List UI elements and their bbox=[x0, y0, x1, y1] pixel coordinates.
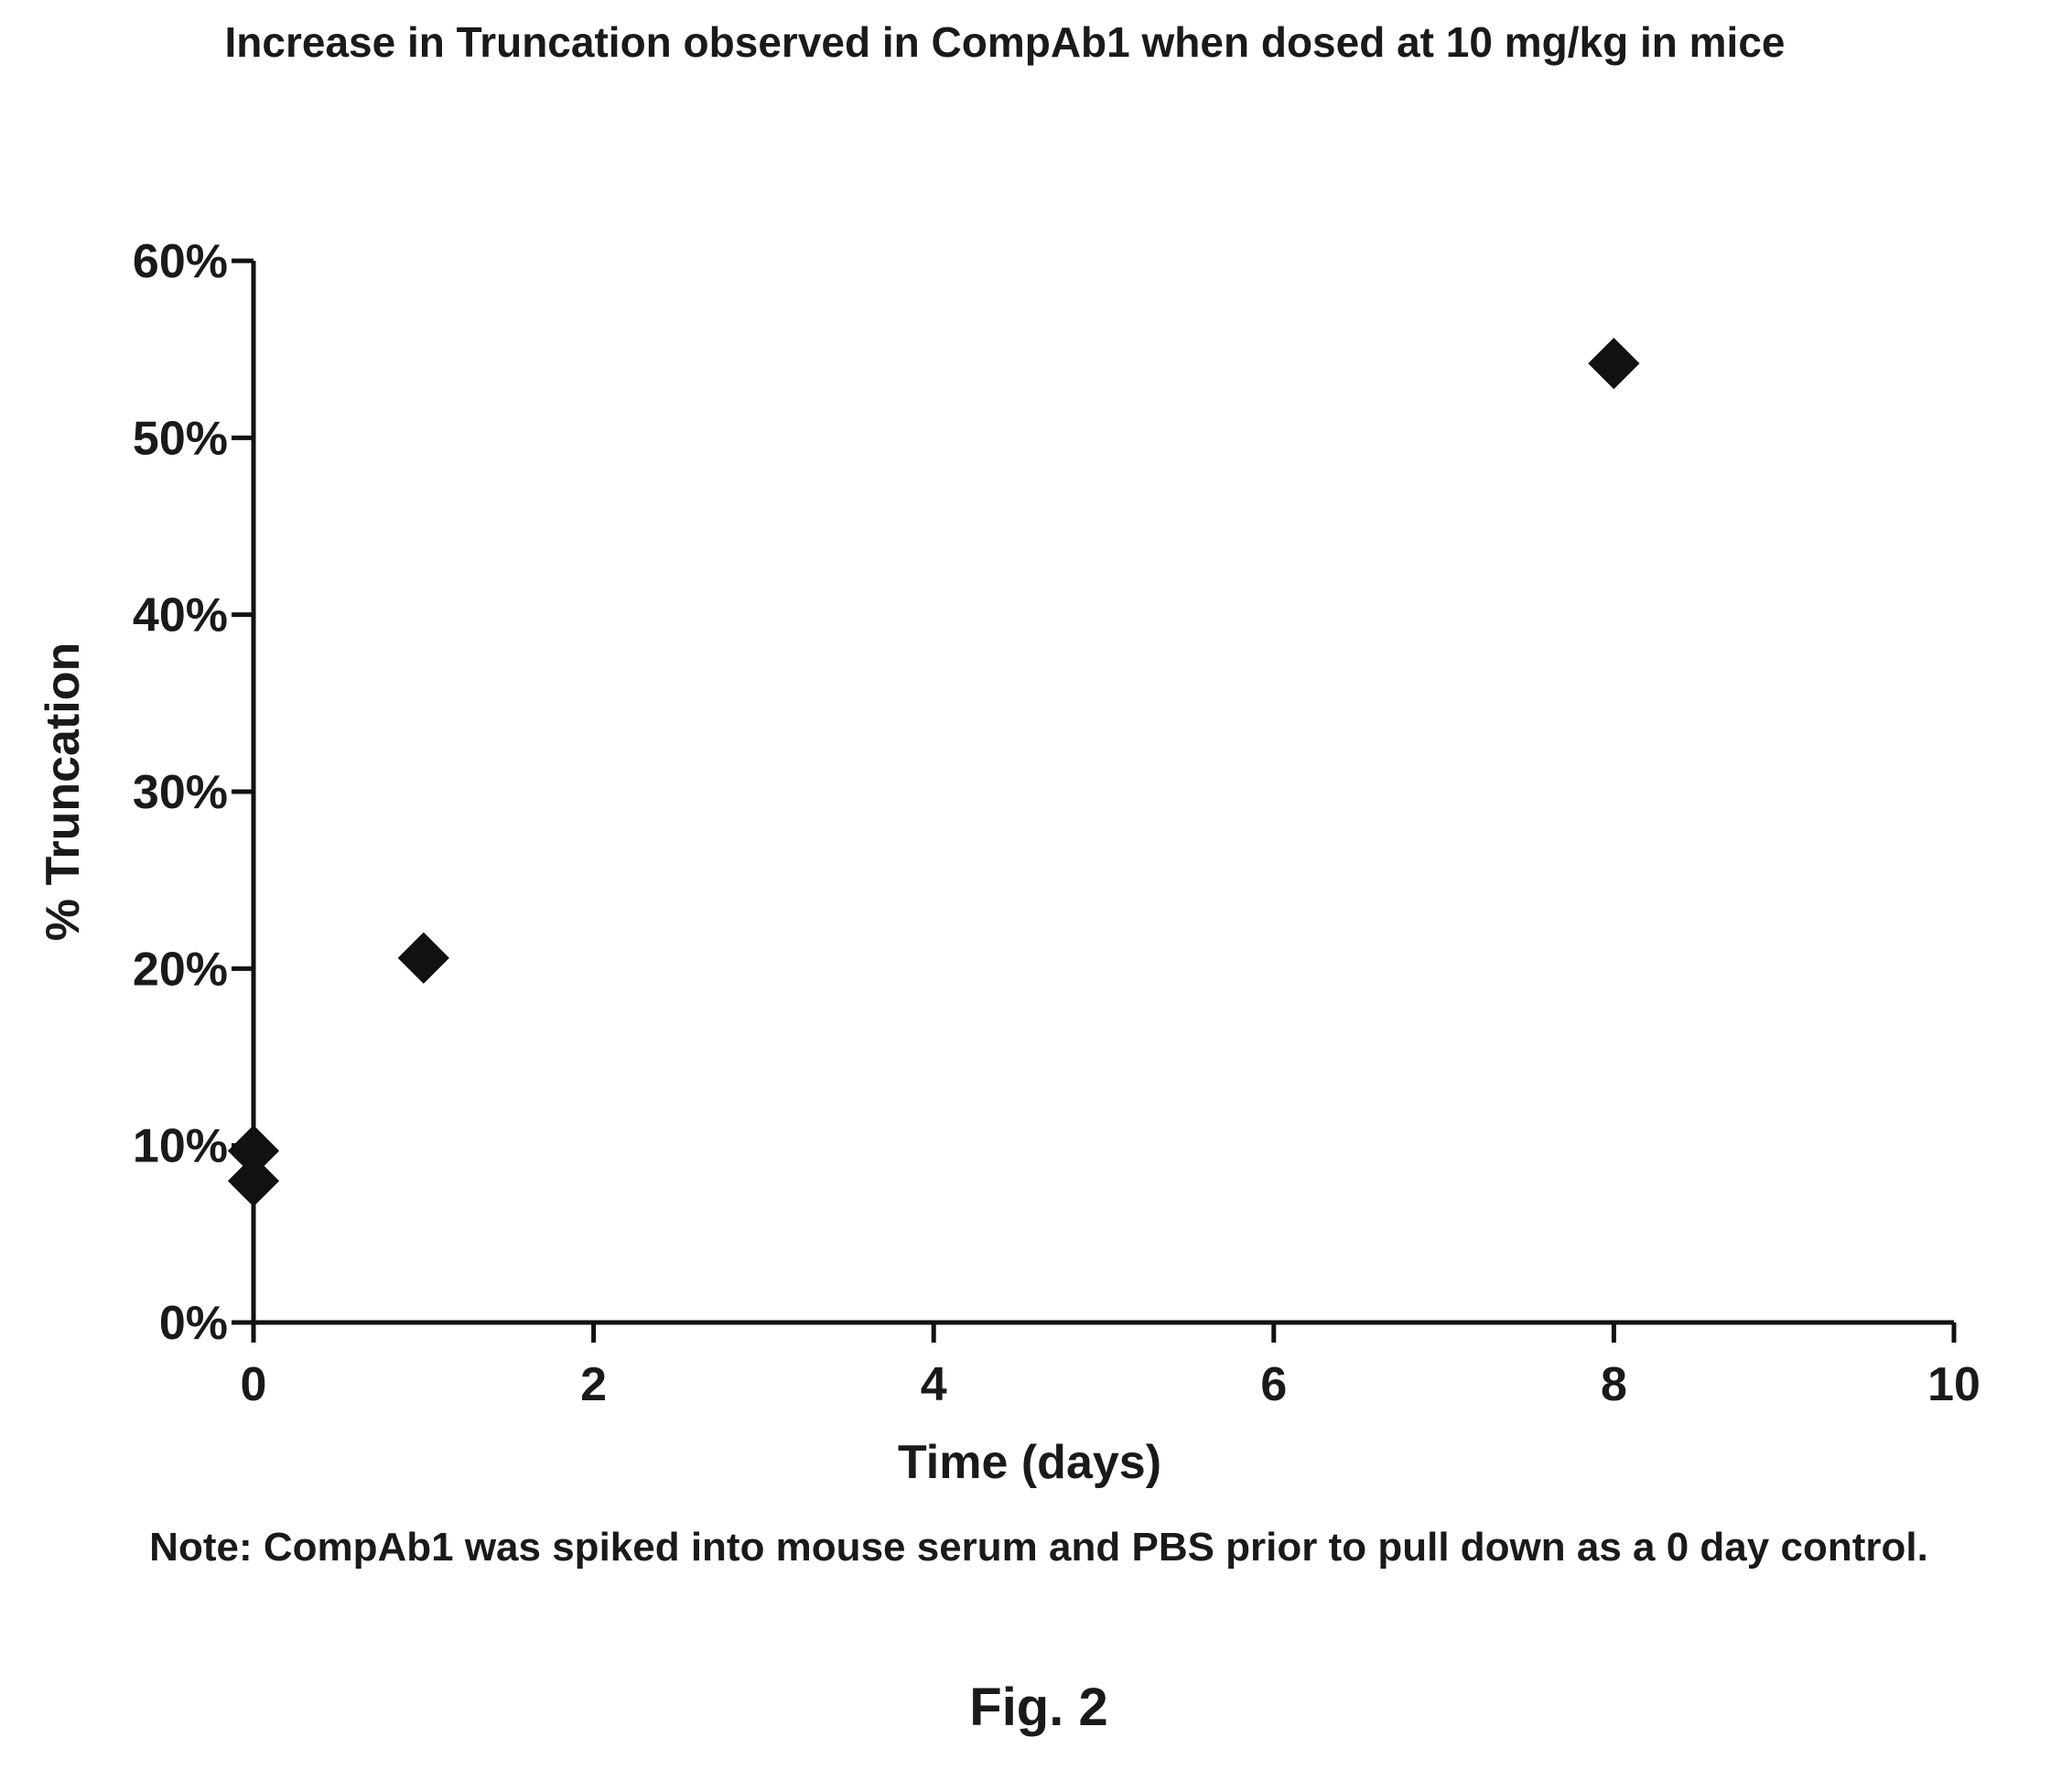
y-tick-label: 60% bbox=[133, 235, 228, 288]
data-point-diamond bbox=[227, 1155, 280, 1207]
plot-area: 0% 10% 20% 30% 40% 50% 60% 0 2 4 6 8 10 bbox=[133, 235, 1980, 1411]
y-axis-label: % Truncation bbox=[37, 642, 90, 941]
y-tick-label: 30% bbox=[133, 766, 228, 819]
x-tick-label: 0 bbox=[241, 1358, 267, 1411]
figure-note: Note: CompAb1 was spiked into mouse seru… bbox=[149, 1525, 1928, 1570]
y-tick-label: 10% bbox=[133, 1120, 228, 1173]
x-ticks: 0 2 4 6 8 10 bbox=[241, 1322, 1980, 1411]
chart-title: Increase in Truncation observed in CompA… bbox=[225, 18, 1786, 66]
x-tick-label: 8 bbox=[1601, 1358, 1627, 1411]
data-point-diamond bbox=[227, 1125, 280, 1177]
y-tick-label: 40% bbox=[133, 589, 228, 642]
x-tick-label: 6 bbox=[1260, 1358, 1287, 1411]
data-markers bbox=[227, 338, 1640, 1207]
data-point-diamond bbox=[1588, 338, 1640, 390]
x-tick-label: 10 bbox=[1927, 1358, 1980, 1411]
y-tick-label: 50% bbox=[133, 412, 228, 465]
x-axis-label: Time (days) bbox=[898, 1436, 1161, 1489]
y-ticks: 0% 10% 20% 30% 40% 50% 60% bbox=[133, 235, 254, 1350]
y-tick-label: 20% bbox=[133, 943, 228, 996]
data-point-diamond bbox=[397, 932, 449, 984]
y-tick-label: 0% bbox=[159, 1297, 228, 1350]
x-tick-label: 4 bbox=[921, 1358, 947, 1411]
figure-label: Fig. 2 bbox=[969, 1678, 1107, 1737]
x-tick-label: 2 bbox=[580, 1358, 607, 1411]
